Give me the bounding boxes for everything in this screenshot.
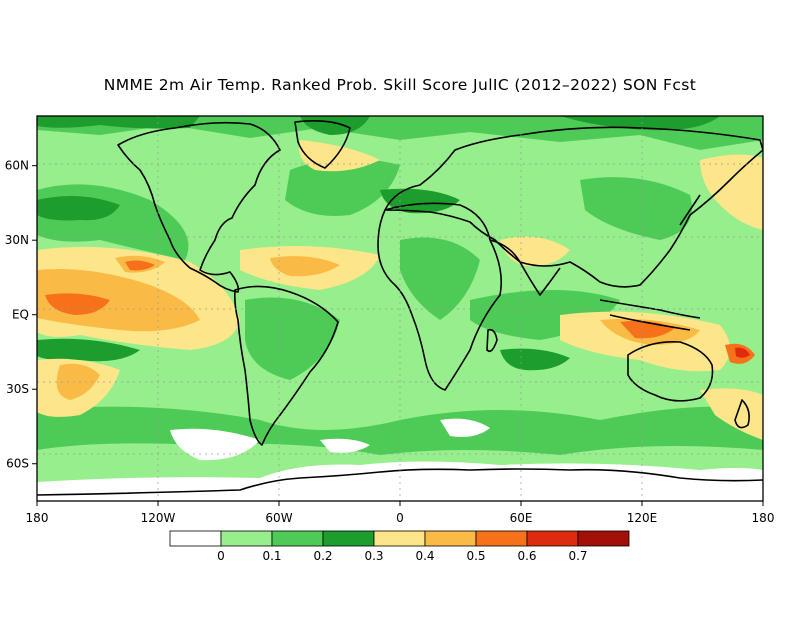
skill-0.6-regions <box>45 260 755 364</box>
x-tick-label: 60W <box>265 511 292 525</box>
colorbar-label: 0.5 <box>466 549 485 563</box>
x-axis: 180 120W 60W 0 60E 120E 180 <box>26 501 775 525</box>
y-tick-label: 30S <box>6 382 29 396</box>
colorbar-swatch <box>271 530 324 547</box>
skill-0.7-regions <box>735 347 750 358</box>
colorbar-swatch <box>424 530 477 547</box>
y-tick-label: 30N <box>5 233 29 247</box>
x-tick-label: 180 <box>26 511 49 525</box>
colorbar-swatch <box>526 530 579 547</box>
colorbar-swatch <box>322 530 375 547</box>
y-tick-label: EQ <box>12 308 29 322</box>
skill-field <box>37 116 763 501</box>
colorbar-label: 0.4 <box>415 549 434 563</box>
colorbar-label: 0.6 <box>517 549 536 563</box>
x-tick-label: 0 <box>396 511 404 525</box>
x-tick-label: 120W <box>141 511 176 525</box>
y-axis: 60N 30N EQ 30S 60S <box>5 159 37 471</box>
colorbar-swatch <box>220 530 273 547</box>
chart-title: NMME 2m Air Temp. Ranked Prob. Skill Sco… <box>103 76 697 94</box>
colorbar-swatch <box>577 530 630 547</box>
colorbar-label: 0 <box>217 549 225 563</box>
x-tick-label: 180 <box>752 511 775 525</box>
x-tick-label: 60E <box>510 511 533 525</box>
colorbar-label: 0.7 <box>568 549 587 563</box>
coastlines <box>37 120 763 496</box>
x-tick-label: 120E <box>627 511 658 525</box>
colorbar-swatch <box>169 530 222 547</box>
y-tick-label: 60S <box>6 457 29 471</box>
colorbar-label: 0.2 <box>313 549 332 563</box>
graticule <box>37 116 763 501</box>
colorbar-swatch <box>475 530 528 547</box>
colorbar-swatch <box>373 530 426 547</box>
colorbar-label: 0.3 <box>364 549 383 563</box>
y-tick-label: 60N <box>5 159 29 173</box>
colorbar-label: 0.1 <box>262 549 281 563</box>
colorbar: 0 0.1 0.2 0.3 0.4 0.5 0.6 0.7 <box>169 530 630 563</box>
